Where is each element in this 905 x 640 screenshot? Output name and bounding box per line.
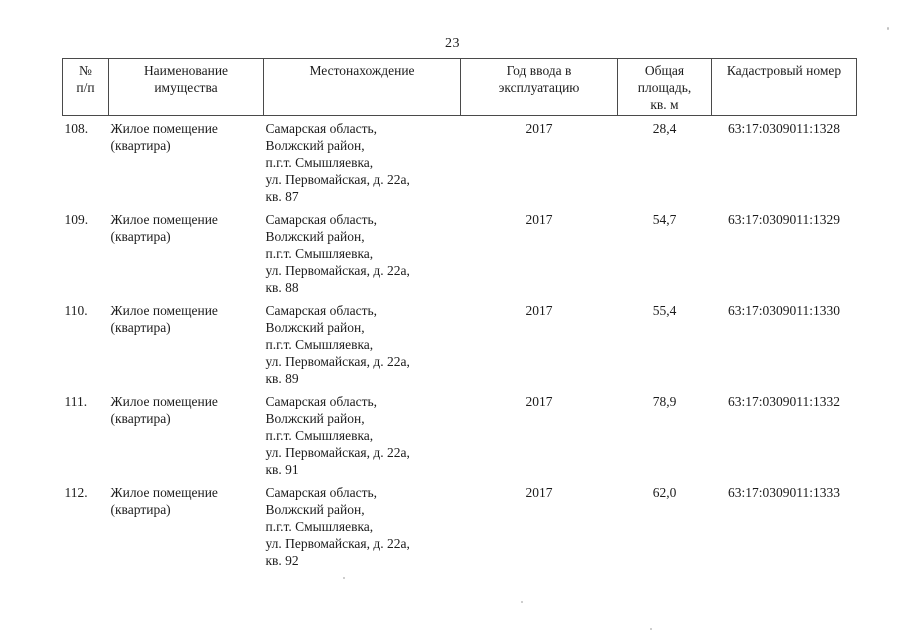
table-row: 110. Жилое помещение (квартира) Самарска… xyxy=(63,298,857,389)
row-area: 28,4 xyxy=(652,121,677,136)
row-cadastral-number: 63:17:0309011:1330 xyxy=(727,303,840,318)
scan-noise-dot xyxy=(343,577,345,579)
row-num: 109. xyxy=(64,212,89,227)
row-year: 2017 xyxy=(525,485,553,500)
row-year: 2017 xyxy=(525,303,553,318)
scan-noise-dot xyxy=(521,601,523,603)
column-header-year: Год ввода в эксплуатацию xyxy=(460,58,618,116)
row-cadastral-number: 63:17:0309011:1332 xyxy=(727,394,840,409)
scan-noise-dot xyxy=(887,27,889,30)
row-cadastral-number: 63:17:0309011:1328 xyxy=(727,121,840,136)
table-row: 111. Жилое помещение (квартира) Самарска… xyxy=(63,389,857,480)
row-property-name: Жилое помещение (квартира) xyxy=(110,212,218,244)
row-property-name: Жилое помещение (квартира) xyxy=(110,485,218,517)
row-year: 2017 xyxy=(525,394,553,409)
column-header-num: № п/п xyxy=(62,58,109,116)
row-property-name: Жилое помещение (квартира) xyxy=(110,394,218,426)
row-area: 54,7 xyxy=(652,212,677,227)
scan-noise-dot xyxy=(650,628,652,630)
row-location: Самарская область, Волжский район, п.г.т… xyxy=(265,394,410,477)
table-header-row: № п/п Наименование имущества Местонахожд… xyxy=(62,58,857,116)
table-header: № п/п Наименование имущества Местонахожд… xyxy=(62,58,857,116)
row-location: Самарская область, Волжский район, п.г.т… xyxy=(265,212,410,295)
column-header-location: Местонахождение xyxy=(263,58,461,116)
row-year: 2017 xyxy=(525,121,553,136)
table-row: 109. Жилое помещение (квартира) Самарска… xyxy=(63,207,857,298)
row-num: 111. xyxy=(64,394,88,409)
row-area: 78,9 xyxy=(652,394,677,409)
property-register-table: № п/п Наименование имущества Местонахожд… xyxy=(62,58,857,571)
row-property-name: Жилое помещение (квартира) xyxy=(110,121,218,153)
row-property-name: Жилое помещение (квартира) xyxy=(110,303,218,335)
table-body: 108. Жилое помещение (квартира) Самарска… xyxy=(63,116,857,572)
row-location: Самарская область, Волжский район, п.г.т… xyxy=(265,485,410,568)
row-num: 112. xyxy=(64,485,88,500)
property-register-table-container: № п/п Наименование имущества Местонахожд… xyxy=(62,58,857,571)
page-number: 23 xyxy=(445,36,460,51)
row-year: 2017 xyxy=(525,212,553,227)
row-location: Самарская область, Волжский район, п.г.т… xyxy=(265,121,410,204)
row-cadastral-number: 63:17:0309011:1329 xyxy=(727,212,840,227)
row-area: 55,4 xyxy=(652,303,677,318)
row-area: 62,0 xyxy=(652,485,677,500)
column-header-cadastral: Кадастровый номер xyxy=(711,58,857,116)
row-num: 108. xyxy=(64,121,89,136)
row-location: Самарская область, Волжский район, п.г.т… xyxy=(265,303,410,386)
row-num: 110. xyxy=(64,303,88,318)
row-cadastral-number: 63:17:0309011:1333 xyxy=(727,485,840,500)
table-row: 108. Жилое помещение (квартира) Самарска… xyxy=(63,116,857,208)
table-row: 112. Жилое помещение (квартира) Самарска… xyxy=(63,480,857,571)
column-header-area: Общая площадь, кв. м xyxy=(617,58,712,116)
column-header-name: Наименование имущества xyxy=(108,58,264,116)
